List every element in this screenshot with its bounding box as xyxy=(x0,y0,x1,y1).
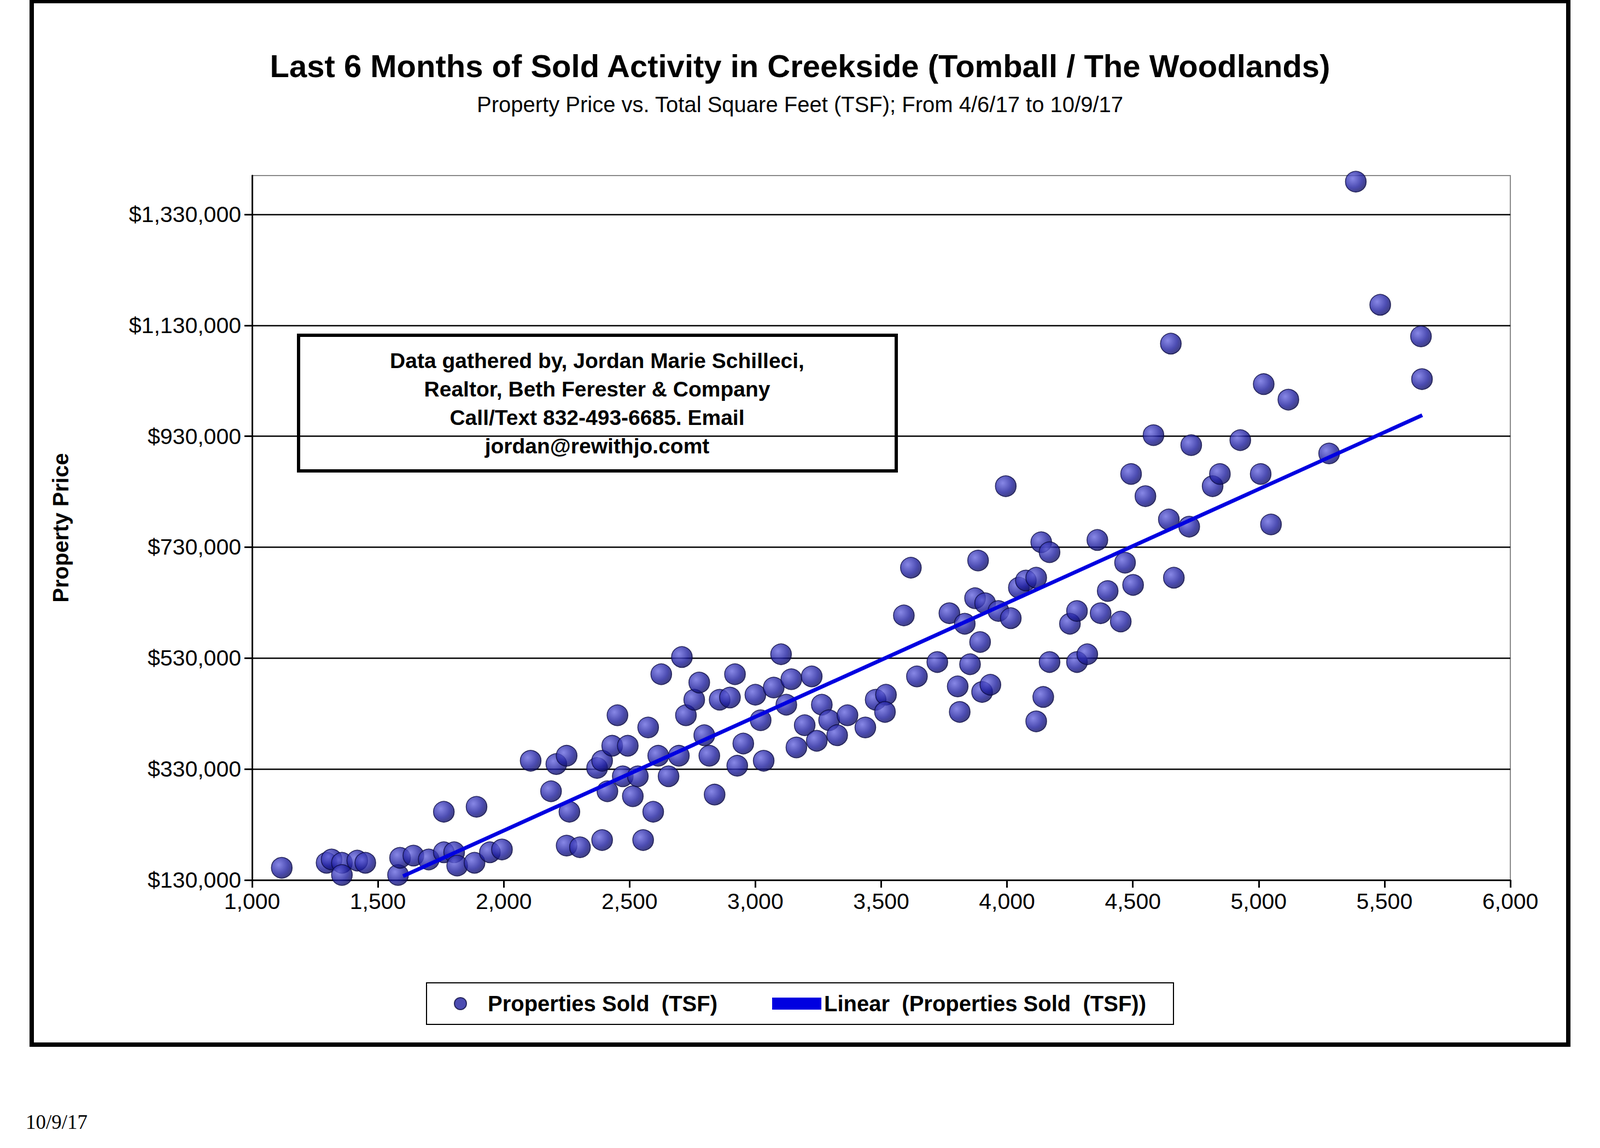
svg-text:Call/Text 832-493-6685. Email: Call/Text 832-493-6685. Email xyxy=(449,405,745,430)
svg-text:Realtor, Beth Ferester & Compa: Realtor, Beth Ferester & Company xyxy=(424,377,771,401)
svg-text:Linear (Properties Sold (TSF: Linear (Properties Sold (TSF)) xyxy=(824,991,1147,1016)
svg-text:6,000: 6,000 xyxy=(1482,888,1539,914)
svg-text:3,000: 3,000 xyxy=(727,888,784,914)
svg-text:$130,000: $130,000 xyxy=(147,867,242,893)
svg-text:$730,000: $730,000 xyxy=(147,534,242,560)
svg-text:2,500: 2,500 xyxy=(601,888,658,914)
svg-text:$1,130,000: $1,130,000 xyxy=(129,312,242,338)
svg-text:10/9/17: 10/9/17 xyxy=(25,1110,88,1134)
svg-text:1,000: 1,000 xyxy=(224,888,281,914)
svg-text:Data gathered by, Jordan Marie: Data gathered by, Jordan Marie Schilleci… xyxy=(389,348,805,373)
svg-text:Properties Sold (TSF): Properties Sold (TSF) xyxy=(487,991,718,1016)
svg-text:5,000: 5,000 xyxy=(1230,888,1287,914)
svg-text:$930,000: $930,000 xyxy=(147,423,242,449)
svg-text:4,500: 4,500 xyxy=(1104,888,1161,914)
svg-text:1,500: 1,500 xyxy=(349,888,407,914)
svg-text:$1,330,000: $1,330,000 xyxy=(129,201,242,227)
svg-text:3,500: 3,500 xyxy=(853,888,910,914)
svg-text:5,500: 5,500 xyxy=(1356,888,1413,914)
svg-text:Property Price: Property Price xyxy=(48,452,73,603)
svg-text:jordan@rewithjo.comt: jordan@rewithjo.comt xyxy=(484,434,710,458)
svg-text:4,000: 4,000 xyxy=(978,888,1036,914)
svg-text:Last 6 Months of Sold Activity: Last 6 Months of Sold Activity in Creeks… xyxy=(270,48,1331,84)
svg-text:$530,000: $530,000 xyxy=(147,645,242,671)
svg-text:Property Price vs. Total Squar: Property Price vs. Total Square Feet (TS… xyxy=(476,92,1124,117)
svg-text:$330,000: $330,000 xyxy=(147,756,242,782)
svg-text:2,000: 2,000 xyxy=(475,888,533,914)
